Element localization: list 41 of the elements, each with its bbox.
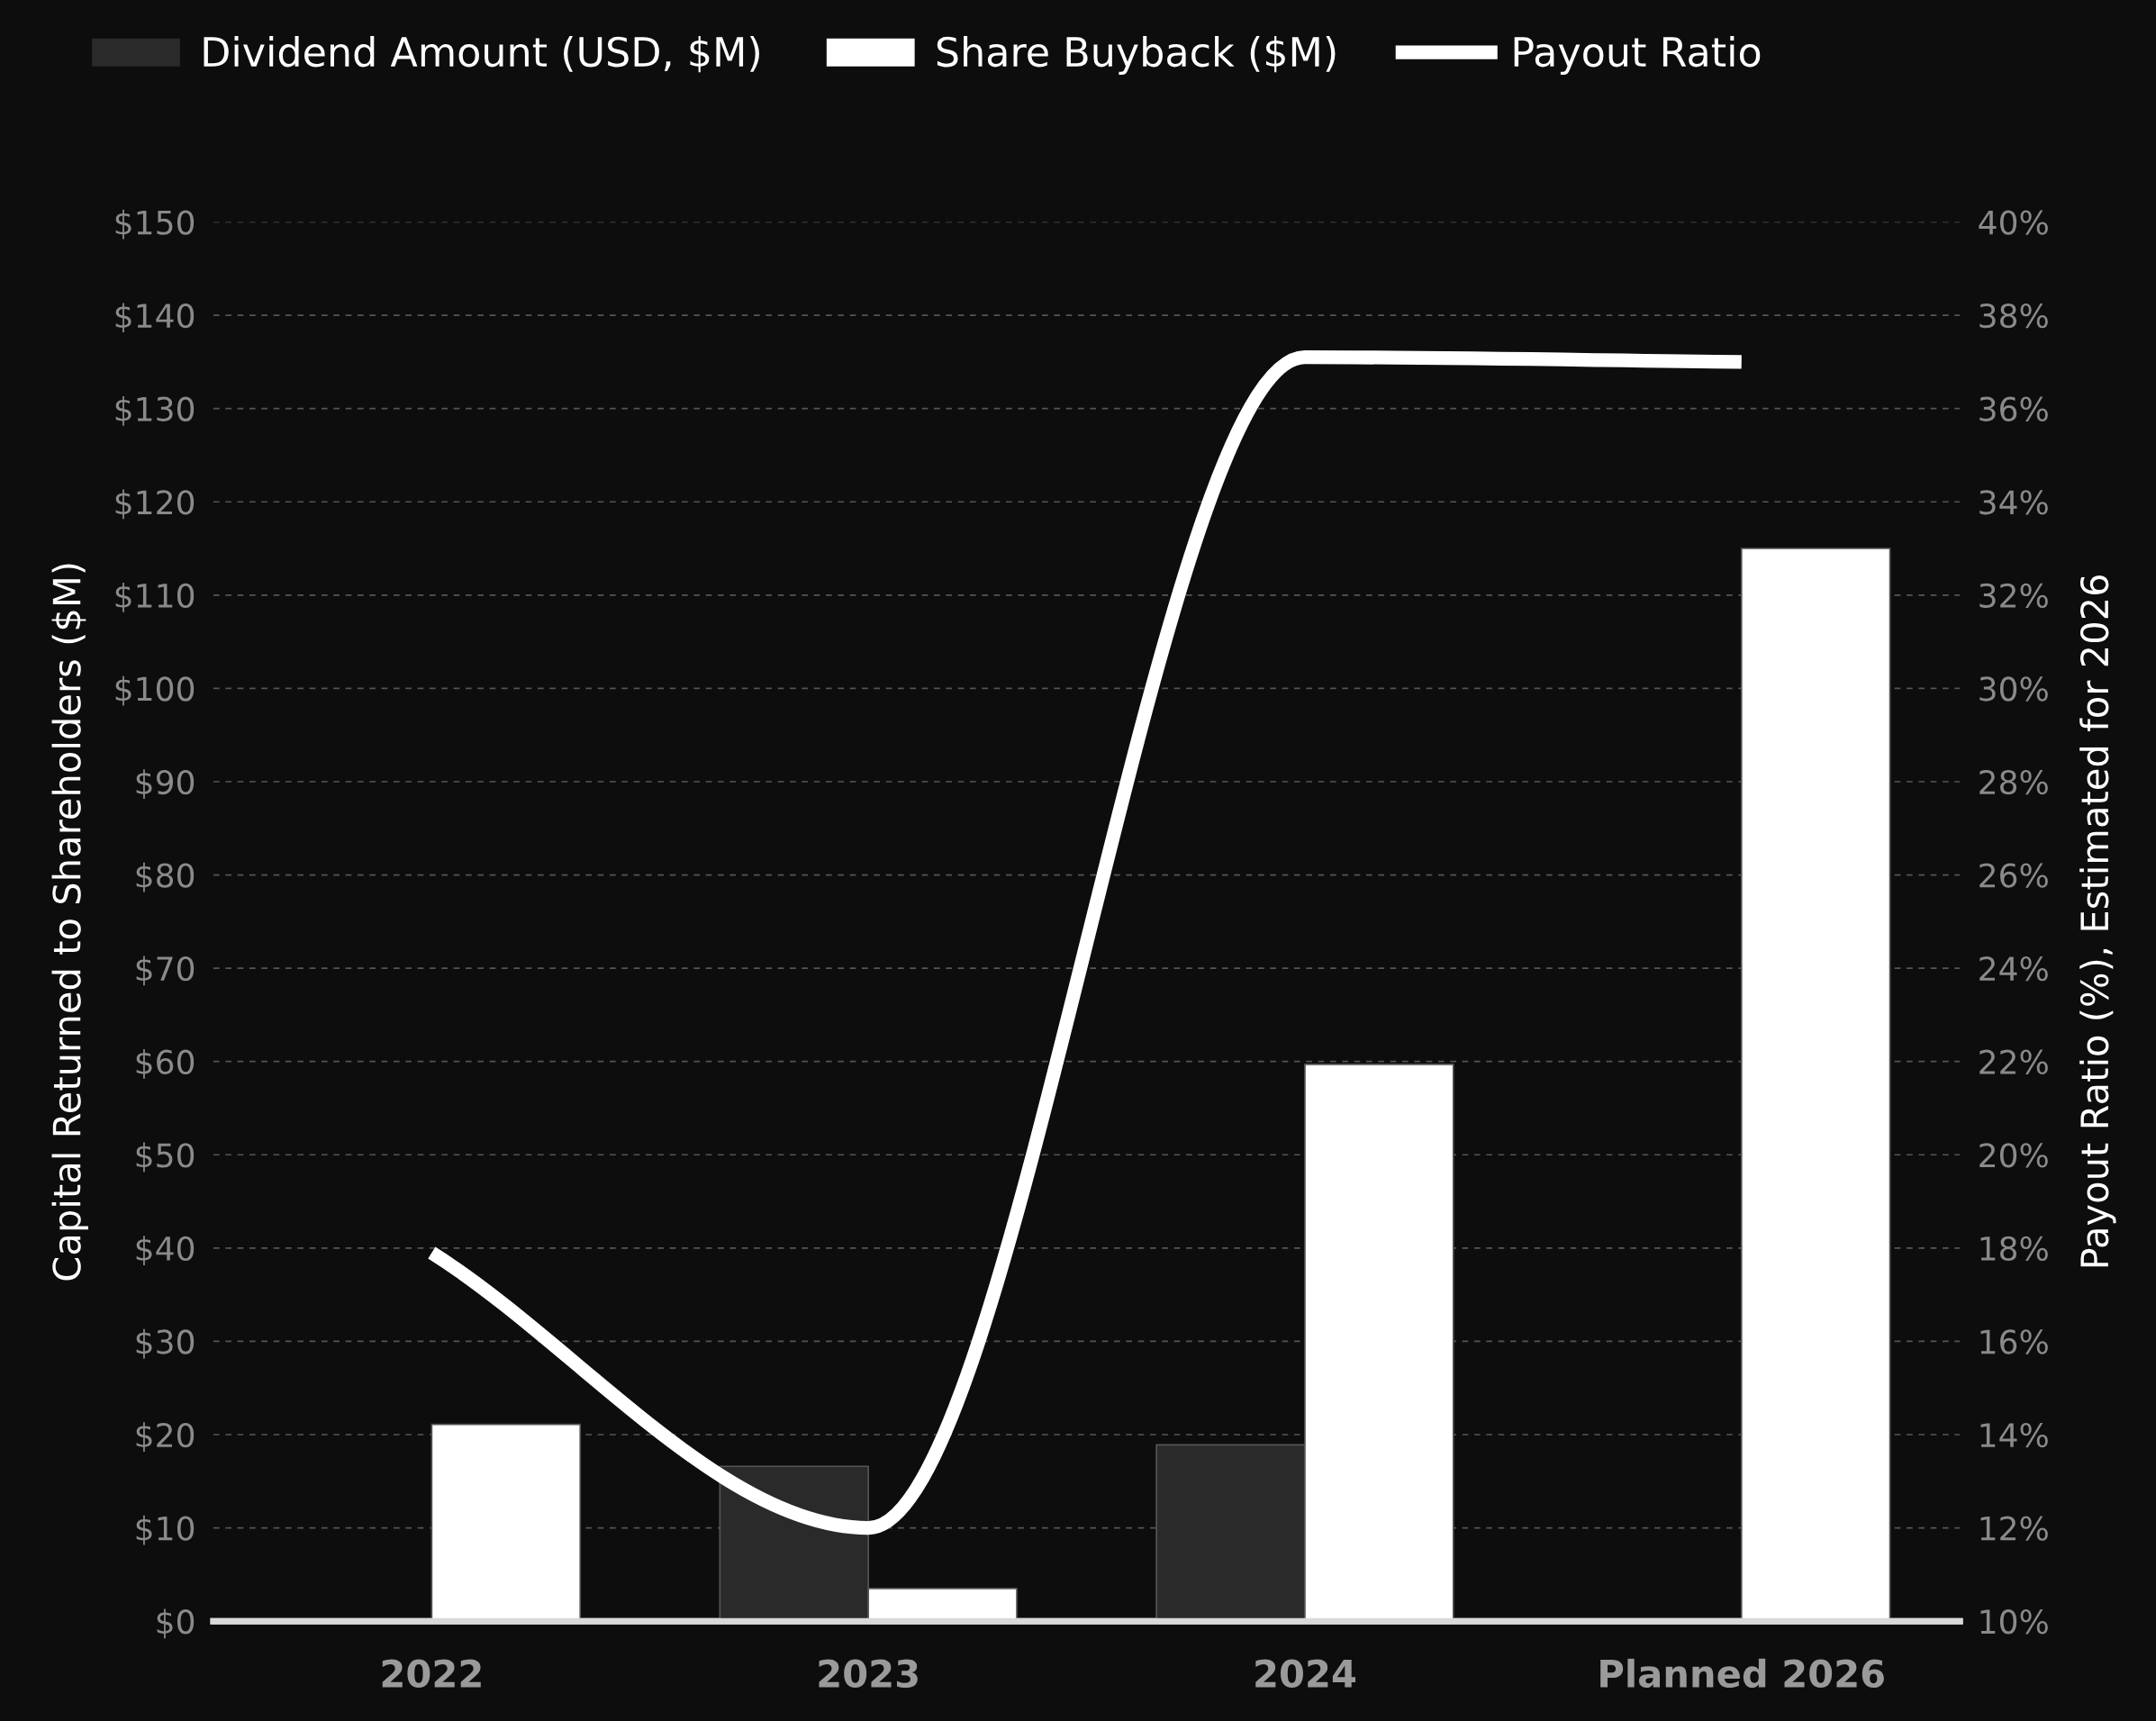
y-tick-label: $110 (115, 583, 195, 612)
y2-tick-label: 16% (1980, 1329, 2048, 1354)
x-tick-label: 2022 (382, 1659, 481, 1689)
legend-label: Payout Ratio (1514, 36, 1761, 76)
y-tick-label: $130 (115, 395, 195, 426)
y2-axis-title: Payout Ratio (%), Estimated for 2026 (2079, 575, 2116, 1267)
y-tick-label: $70 (136, 956, 195, 986)
y-tick-label: $140 (115, 303, 195, 333)
y-tick-label: $40 (136, 1236, 195, 1265)
legend-label: Share Buyback ($M) (937, 36, 1336, 76)
y2-tick-label: 20% (1979, 1143, 2048, 1168)
y2-tick-label: 34% (1979, 490, 2048, 515)
y-tick-label: $10 (136, 1515, 195, 1545)
y2-tick-label: 30% (1979, 676, 2048, 702)
y2-tick-label: 24% (1979, 956, 2048, 982)
y2-tick-label: 28% (1979, 769, 2048, 795)
x-tick-label: Planned 2026 (1600, 1658, 1884, 1689)
y-tick-label: $0 (157, 1608, 195, 1639)
y2-tick-label: 26% (1979, 863, 2048, 888)
y2-tick-label: 10% (1980, 1609, 2048, 1635)
y-tick-label: $30 (136, 1328, 195, 1359)
x-tick-label: 2024 (1255, 1659, 1356, 1689)
y-tick-label: $150 (115, 209, 195, 240)
y-tick-label: $50 (136, 1142, 195, 1173)
y2-tick-label: 12% (1980, 1516, 2048, 1541)
y2-tick-label: 32% (1979, 583, 2048, 609)
y-tick-label: $20 (136, 1422, 195, 1453)
y2-tick-label: 22% (1979, 1049, 2048, 1074)
y2-tick-label: 14% (1980, 1422, 2048, 1448)
y2-tick-label: 38% (1979, 303, 2048, 329)
y-tick-label: $60 (136, 1048, 195, 1079)
y-tick-label: $100 (115, 675, 195, 706)
y-tick-label: $120 (115, 489, 195, 520)
y-tick-label: $80 (136, 862, 195, 892)
y2-tick-label: 40% (1979, 210, 2048, 235)
x-tick-label: 2023 (819, 1659, 918, 1689)
y2-tick-label: 18% (1980, 1236, 2048, 1262)
legend-label: Dividend Amount (USD, $M) (204, 36, 759, 73)
y-axis-title: Capital Returned to Shareholders ($M) (51, 564, 88, 1281)
y-tick-label: $90 (136, 769, 195, 800)
y2-tick-label: 36% (1979, 396, 2048, 421)
